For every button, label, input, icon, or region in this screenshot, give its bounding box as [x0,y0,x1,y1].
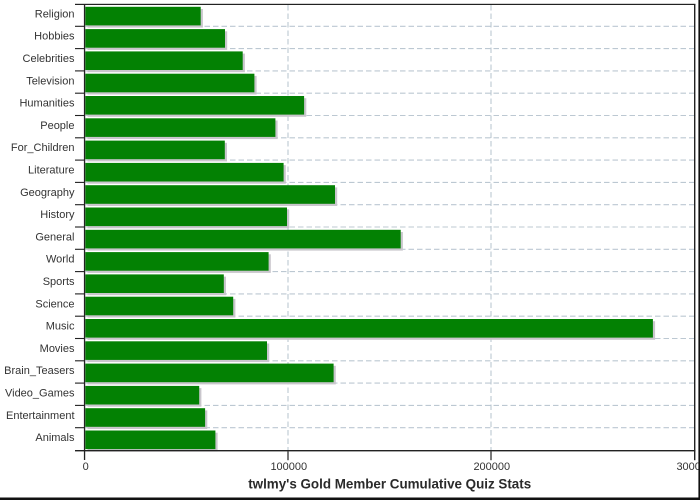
svg-text:For_Children: For_Children [11,142,75,154]
svg-text:Humanities: Humanities [19,98,75,110]
svg-text:Geography: Geography [20,187,75,199]
svg-text:Movies: Movies [40,343,75,355]
svg-text:Religion: Religion [35,8,75,20]
svg-text:General: General [35,231,74,243]
svg-text:100000: 100000 [270,461,307,473]
svg-text:Brain_Teasers: Brain_Teasers [4,365,75,377]
svg-text:Hobbies: Hobbies [34,31,75,43]
svg-text:Music: Music [46,321,75,333]
svg-text:History: History [40,209,75,221]
svg-text:0: 0 [83,461,89,473]
svg-text:200000: 200000 [473,461,510,473]
svg-text:Entertainment: Entertainment [6,410,74,422]
svg-text:World: World [46,254,75,266]
svg-text:Video_Games: Video_Games [5,387,75,399]
svg-text:People: People [40,120,74,132]
svg-text:Science: Science [35,298,74,310]
svg-text:Celebrities: Celebrities [23,53,75,65]
svg-text:300000: 300000 [676,461,700,473]
svg-text:twlmy's Gold Member Cumulative: twlmy's Gold Member Cumulative Quiz Stat… [248,477,531,492]
svg-text:Sports: Sports [43,276,75,288]
svg-text:Literature: Literature [28,164,74,176]
svg-text:Television: Television [26,75,74,87]
svg-text:Animals: Animals [35,432,75,444]
